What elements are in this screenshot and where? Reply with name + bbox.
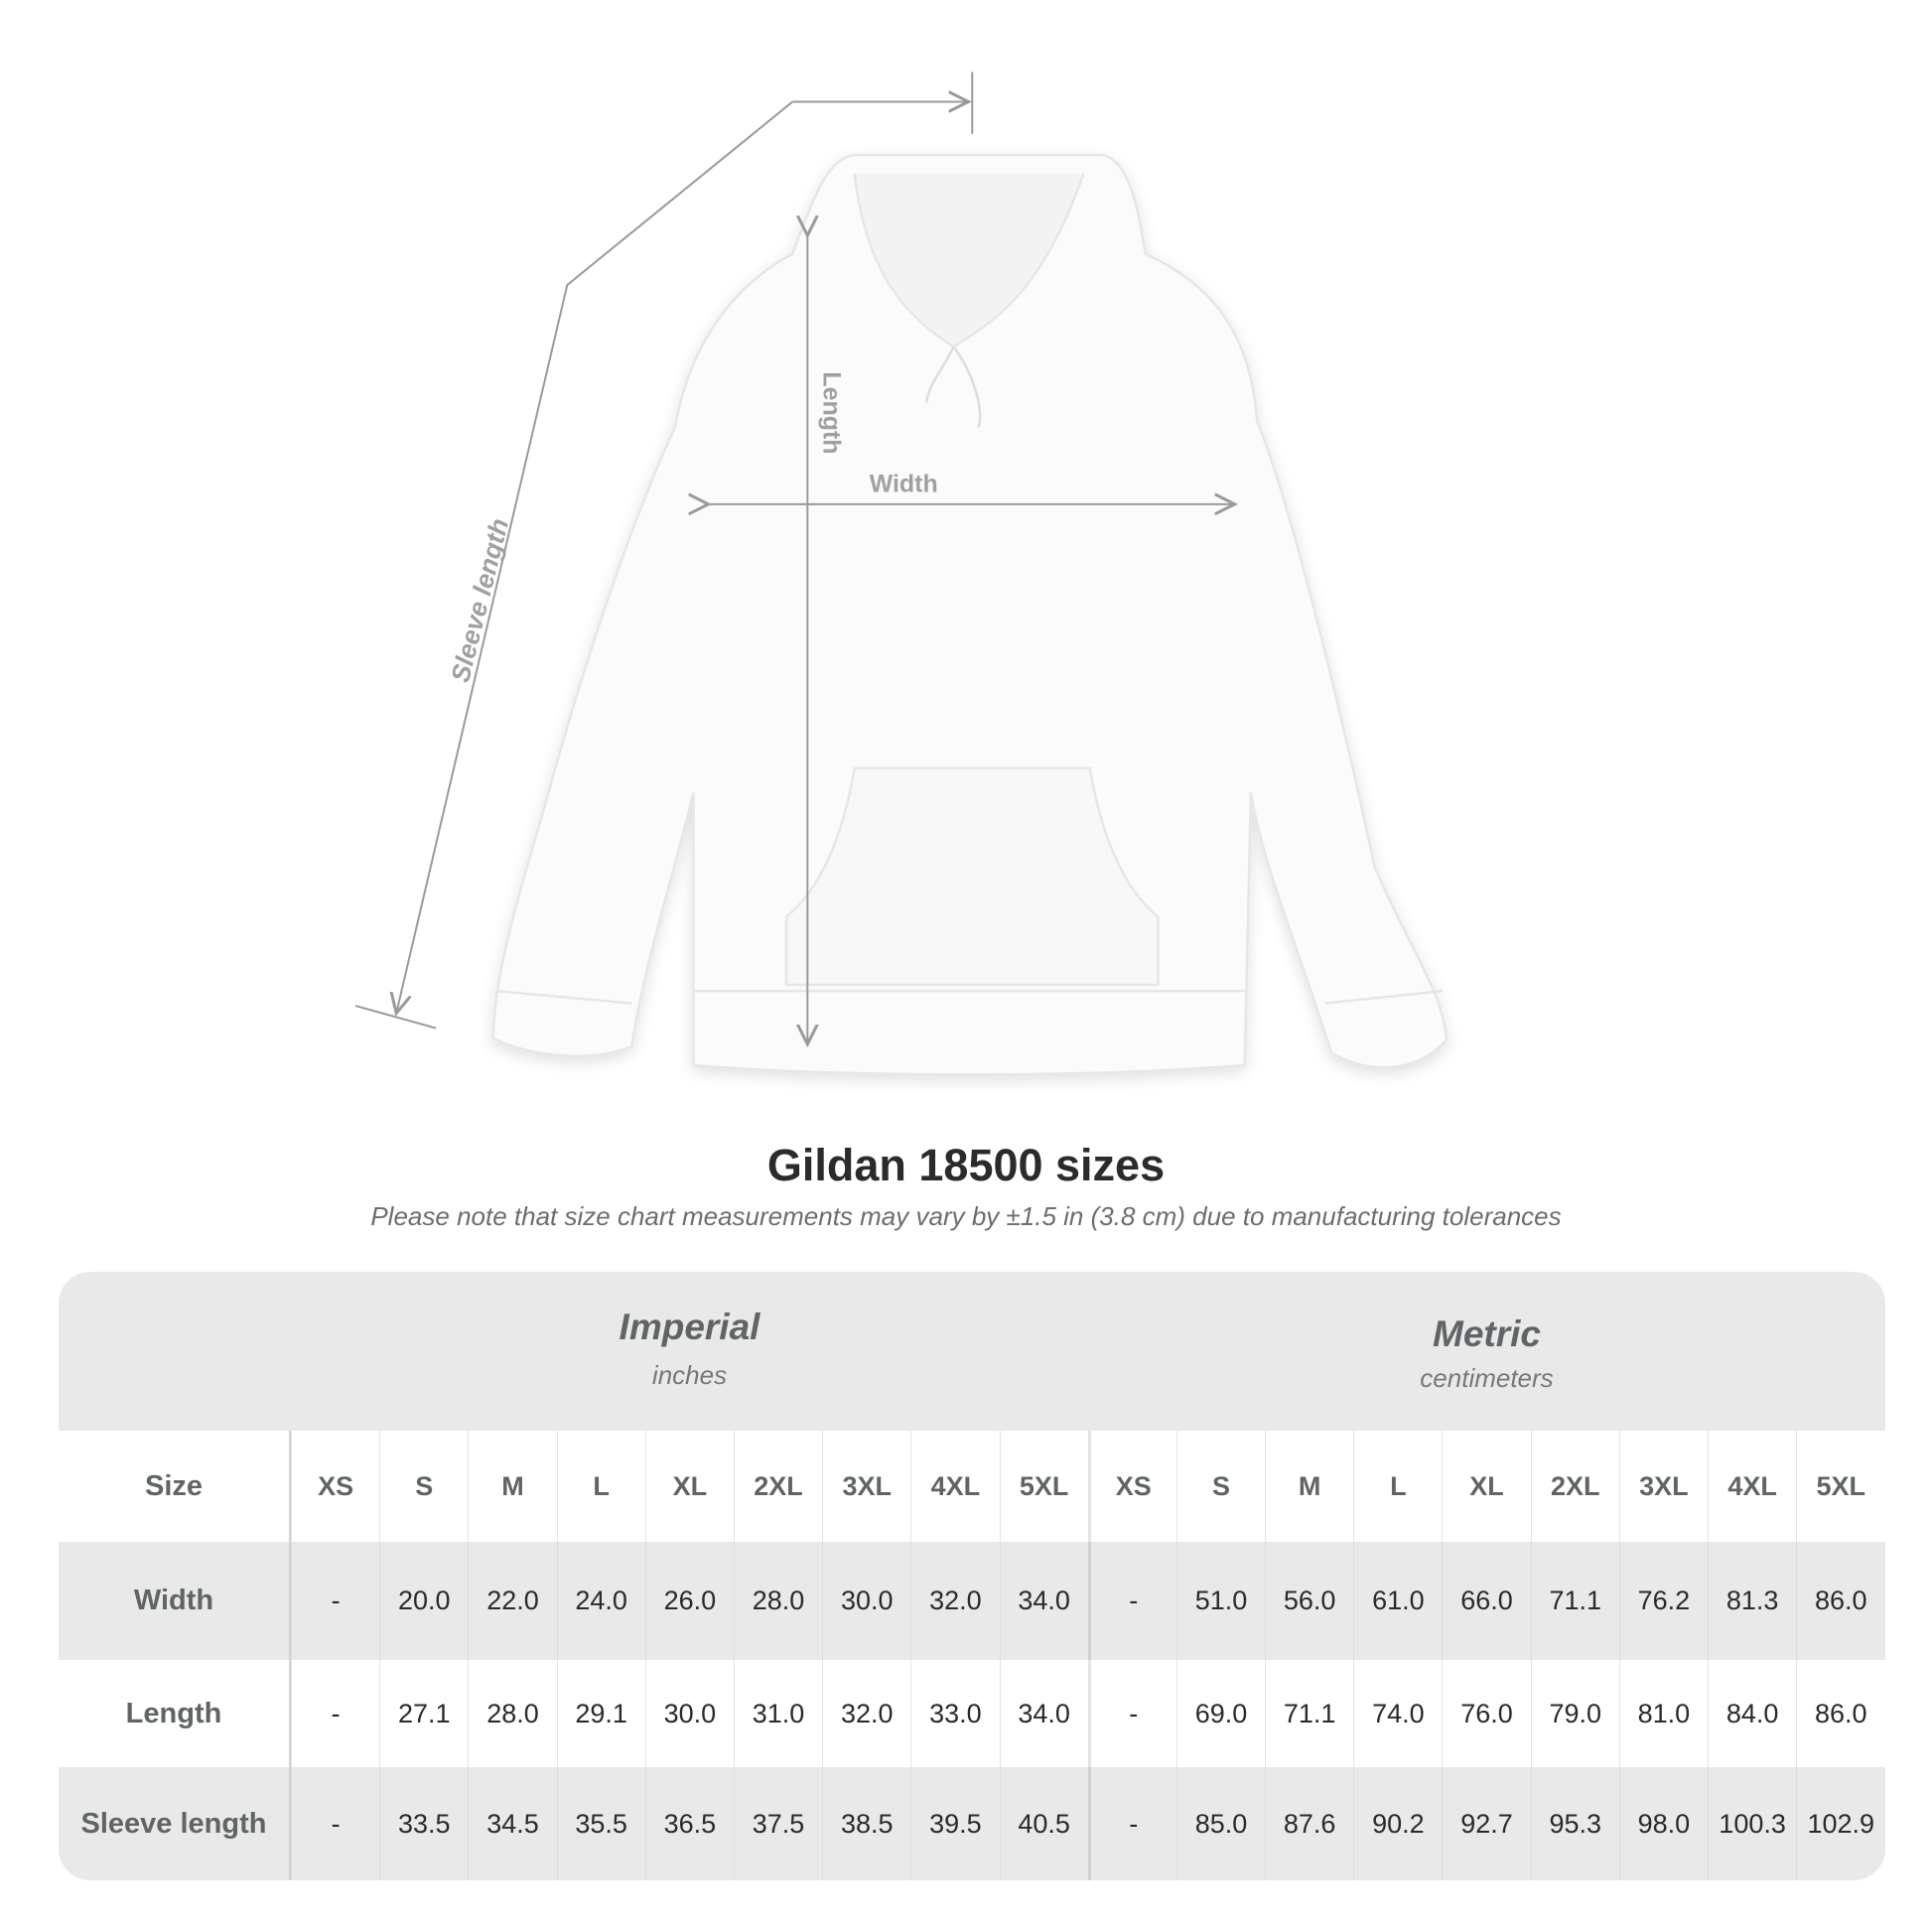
size-header-cell: 2XL bbox=[1530, 1431, 1619, 1542]
table-row: Width -20.0 22.0 24.0 26.0 28.0 30.0 32.0 34.0-5… bbox=[59, 1542, 1885, 1660]
value-cell: - bbox=[291, 1542, 379, 1660]
value-cell: 86.0 bbox=[1796, 1660, 1884, 1767]
value-cell: 95.3 bbox=[1530, 1767, 1619, 1880]
value-cell: 27.1 bbox=[379, 1660, 468, 1767]
size-header-cell: XL bbox=[644, 1431, 734, 1542]
value-cell: 31.0 bbox=[733, 1660, 822, 1767]
value-cell: - bbox=[291, 1660, 379, 1767]
value-cell: 102.9 bbox=[1796, 1767, 1884, 1880]
value-cell: 37.5 bbox=[733, 1767, 822, 1880]
value-cell: 35.5 bbox=[556, 1767, 645, 1880]
value-cell: 90.2 bbox=[1353, 1767, 1442, 1880]
value-cell: 36.5 bbox=[644, 1767, 734, 1880]
value-cell: 76.2 bbox=[1618, 1542, 1708, 1660]
size-header-cell: XS bbox=[291, 1431, 379, 1542]
value-cell: 56.0 bbox=[1265, 1542, 1353, 1660]
value-cell: 85.0 bbox=[1175, 1767, 1265, 1880]
value-cell: 34.0 bbox=[999, 1660, 1088, 1767]
value-cell: 71.1 bbox=[1265, 1660, 1353, 1767]
value-cell: 86.0 bbox=[1796, 1542, 1884, 1660]
value-cell: - bbox=[1087, 1542, 1176, 1660]
metric-header: Metric centimeters bbox=[1088, 1272, 1885, 1431]
size-header-cell: 5XL bbox=[1796, 1431, 1884, 1542]
size-header-cell: XL bbox=[1442, 1431, 1530, 1542]
tolerance-note: Please note that size chart measurements… bbox=[370, 1201, 1562, 1231]
value-cell: 51.0 bbox=[1175, 1542, 1265, 1660]
value-cell: 61.0 bbox=[1353, 1542, 1442, 1660]
value-cell: 76.0 bbox=[1442, 1660, 1530, 1767]
value-cell: 33.5 bbox=[379, 1767, 468, 1880]
metric-unit: centimeters bbox=[1420, 1363, 1554, 1393]
size-table: Imperial inches Metric centimeters Size X… bbox=[59, 1272, 1885, 1880]
value-cell: 100.3 bbox=[1708, 1767, 1796, 1880]
size-header-cell: S bbox=[379, 1431, 468, 1542]
metric-title: Metric bbox=[1433, 1313, 1541, 1354]
imperial-unit: inches bbox=[651, 1360, 728, 1390]
value-cell: 84.0 bbox=[1708, 1660, 1796, 1767]
value-cell: 66.0 bbox=[1442, 1542, 1530, 1660]
imperial-title: Imperial bbox=[619, 1307, 760, 1347]
value-cell: 22.0 bbox=[468, 1542, 556, 1660]
row-label: Length bbox=[59, 1660, 291, 1767]
size-header-cell: XS bbox=[1087, 1431, 1176, 1542]
size-header-cell: L bbox=[1353, 1431, 1442, 1542]
value-cell: 28.0 bbox=[733, 1542, 822, 1660]
size-header-row: Size XS S M L XL 2XL 3XL 4XL 5XL XS S M L XL 2XL 3XL 4XL 5… bbox=[59, 1431, 1885, 1542]
value-cell: 81.0 bbox=[1618, 1660, 1708, 1767]
row-label: Sleeve length bbox=[59, 1767, 291, 1880]
value-cell: - bbox=[291, 1767, 379, 1880]
size-header-cell: M bbox=[468, 1431, 556, 1542]
value-cell: 87.6 bbox=[1265, 1767, 1353, 1880]
value-cell: 30.0 bbox=[822, 1542, 910, 1660]
value-cell: 32.0 bbox=[910, 1542, 999, 1660]
size-header-cell: 3XL bbox=[1618, 1431, 1708, 1542]
value-cell: 39.5 bbox=[910, 1767, 999, 1880]
size-header-cell: 3XL bbox=[822, 1431, 910, 1542]
value-cell: - bbox=[1087, 1767, 1176, 1880]
size-header-cell: 5XL bbox=[999, 1431, 1088, 1542]
value-cell: 32.0 bbox=[822, 1660, 910, 1767]
value-cell: 38.5 bbox=[822, 1767, 910, 1880]
table-row: Length -27.1 28.0 29.1 30.0 31.0 32.0 33.0 34.0-… bbox=[59, 1660, 1885, 1767]
hoodie-diagram: Sleeve length Length Width bbox=[354, 71, 1449, 1076]
value-cell: 92.7 bbox=[1442, 1767, 1530, 1880]
size-header-cell: S bbox=[1175, 1431, 1265, 1542]
row-label: Width bbox=[59, 1542, 291, 1660]
value-cell: 79.0 bbox=[1530, 1660, 1619, 1767]
value-cell: 33.0 bbox=[910, 1660, 999, 1767]
size-header-cell: 4XL bbox=[1708, 1431, 1796, 1542]
value-cell: 74.0 bbox=[1353, 1660, 1442, 1767]
width-label: Width bbox=[870, 470, 938, 497]
size-header-cell: L bbox=[556, 1431, 645, 1542]
size-header-cell: M bbox=[1265, 1431, 1353, 1542]
page-title: Gildan 18500 sizes bbox=[766, 1140, 1166, 1190]
value-cell: 26.0 bbox=[644, 1542, 734, 1660]
value-cell: - bbox=[1087, 1660, 1176, 1767]
imperial-header: Imperial inches bbox=[291, 1272, 1088, 1431]
length-label: Length bbox=[818, 371, 846, 454]
value-cell: 29.1 bbox=[556, 1660, 645, 1767]
value-cell: 24.0 bbox=[556, 1542, 645, 1660]
value-cell: 98.0 bbox=[1618, 1767, 1708, 1880]
size-header-cell: 4XL bbox=[910, 1431, 999, 1542]
size-header-cell: 2XL bbox=[733, 1431, 822, 1542]
value-cell: 20.0 bbox=[379, 1542, 468, 1660]
value-cell: 34.0 bbox=[999, 1542, 1088, 1660]
value-cell: 69.0 bbox=[1175, 1660, 1265, 1767]
value-cell: 40.5 bbox=[999, 1767, 1088, 1880]
row-label: Size bbox=[59, 1431, 291, 1542]
sleeve-length-label: Sleeve length bbox=[445, 515, 514, 685]
value-cell: 28.0 bbox=[468, 1660, 556, 1767]
value-cell: 30.0 bbox=[644, 1660, 734, 1767]
value-cell: 34.5 bbox=[468, 1767, 556, 1880]
table-row: Sleeve length -33.5 34.5 35.5 36.5 37.5 38.5 39… bbox=[59, 1767, 1885, 1880]
measurement-lines bbox=[354, 71, 1235, 1044]
value-cell: 71.1 bbox=[1530, 1542, 1619, 1660]
hoodie-image bbox=[491, 153, 1449, 1076]
value-cell: 81.3 bbox=[1708, 1542, 1796, 1660]
